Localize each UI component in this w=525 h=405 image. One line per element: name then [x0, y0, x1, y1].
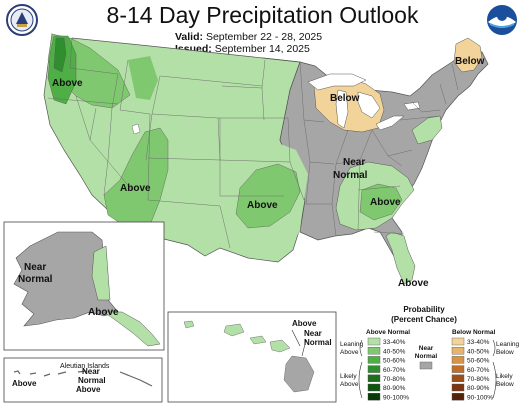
- legend-leaning-below-2: Below: [496, 349, 514, 356]
- great-lakes-below-label: Below: [330, 93, 360, 104]
- legend-below-range-label-6: 90-100%: [467, 394, 493, 401]
- legend-above-swatch-3: [367, 365, 381, 373]
- legend-above-range-label-6: 90-100%: [383, 394, 409, 401]
- legend-subtitle: (Percent Chance): [391, 315, 457, 324]
- plains-above-label: Above: [247, 200, 278, 211]
- legend-near-heading-2: Normal: [415, 353, 438, 360]
- lake-erie: [375, 115, 405, 131]
- aleutian-normal-label: Normal: [78, 376, 106, 385]
- legend-above-swatch-0: [367, 337, 381, 346]
- state-borders: [47, 37, 459, 249]
- se-above-40-region: [359, 183, 403, 221]
- legend-likely-above-1: Likely: [340, 373, 357, 380]
- ne-below-region: [453, 37, 483, 73]
- aleutian-title: Aleutian Islands: [60, 363, 110, 370]
- legend-above-swatch-1: [367, 347, 381, 355]
- noaa-logo-icon: [487, 5, 517, 35]
- legend-likely-below-1: Likely: [496, 373, 513, 380]
- alaska-normal-label: Normal: [18, 274, 53, 285]
- alaska-inset: Near Normal Above: [3, 221, 165, 351]
- legend-below-swatch-1: [451, 347, 465, 355]
- florida-above-region: [385, 231, 416, 285]
- legend-above-range-label-1: 40-50%: [383, 348, 406, 355]
- legend-below-swatch-2: [451, 356, 465, 364]
- aleutian-near-label: Near: [82, 367, 100, 376]
- alaska-panhandle-above: [103, 311, 161, 347]
- legend-above-range-label-0: 33-40%: [383, 339, 406, 346]
- aleutian-above-e-label: Above: [76, 385, 101, 394]
- central-normal-label: Normal: [333, 170, 368, 181]
- aleutian-inset: Aleutian Islands Above Near Normal Above: [3, 357, 163, 403]
- valid-dates: September 22 - 28, 2025: [205, 31, 323, 43]
- hawaii-normal-label: Normal: [304, 338, 332, 347]
- hawaii-above-label: Above: [292, 319, 317, 328]
- nw-above-40-east: [128, 56, 158, 100]
- aleutian-above-w-label: Above: [12, 379, 37, 388]
- lake-michigan: [335, 89, 349, 129]
- legend-likely-above-2: Above: [340, 381, 359, 388]
- valid-label: Valid:: [175, 31, 204, 43]
- legend-leaning-below-1: Leaning: [496, 341, 520, 348]
- legend-below-swatch-3: [451, 365, 465, 373]
- legend-above-range-label-2: 50-60%: [383, 358, 406, 365]
- legend-above-swatch-2: [367, 356, 381, 364]
- commerce-seal-icon: [6, 4, 38, 36]
- legend-below-range-label-0: 33-40%: [467, 339, 490, 346]
- legend-above-range-label-4: 70-80%: [383, 376, 406, 383]
- great-salt-lake: [131, 123, 141, 135]
- legend-above-swatch-4: [367, 374, 381, 382]
- legend-below-swatch-6: [451, 393, 465, 401]
- lake-superior: [307, 73, 367, 91]
- florida-above-label: Above: [398, 278, 429, 289]
- se-above-label: Above: [370, 197, 401, 208]
- valid-line: Valid: September 22 - 28, 2025: [175, 31, 322, 43]
- alaska-above-label: Above: [88, 307, 119, 318]
- hawaii-near-label: Near: [304, 329, 322, 338]
- nw-above-label: Above: [52, 78, 83, 89]
- conus-landmass: Above Above Above Above Above Below Belo…: [43, 32, 489, 289]
- legend-likely-below-2: Below: [496, 381, 514, 388]
- nw-above-60-region: [53, 37, 67, 73]
- east-coast-above-region: [411, 115, 443, 145]
- alaska-near-normal: [13, 231, 119, 327]
- legend-below-range-label-5: 80-90%: [467, 385, 490, 392]
- legend-below-heading: Below Normal: [452, 329, 496, 336]
- legend-below-swatch-4: [451, 374, 465, 382]
- legend-below-swatches: 33-40% 40-50% 50-60% 60-70% 70-80% 80-90% 90-1…: [451, 337, 493, 401]
- legend-below-range-label-3: 60-70%: [467, 367, 490, 374]
- lake-ontario: [403, 101, 421, 111]
- probability-legend: Probability (Percent Chance) Above Norma…: [340, 305, 520, 401]
- hawaii-inset: Above Near Normal: [167, 311, 337, 403]
- legend-below-range-label-2: 50-60%: [467, 358, 490, 365]
- sw-above-label: Above: [120, 183, 151, 194]
- alaska-near-label: Near: [24, 262, 46, 273]
- ne-below-label: Below: [455, 56, 485, 67]
- legend-above-swatches: 33-40% 40-50% 50-60% 60-70% 70-80% 80-90% 90-1…: [367, 337, 409, 401]
- legend-leaning-above-1: Leaning: [340, 341, 364, 348]
- legend-near-heading-1: Near: [419, 345, 434, 352]
- lake-huron: [357, 91, 381, 119]
- issued-date: September 14, 2025: [214, 43, 310, 55]
- legend-leaning-above-2: Above: [340, 349, 359, 356]
- legend-above-swatch-6: [367, 393, 381, 401]
- legend-above-swatch-5: [367, 383, 381, 392]
- legend-near-swatch: [419, 361, 433, 370]
- central-near-label: Near: [343, 157, 365, 168]
- page-title: 8-14 Day Precipitation Outlook: [106, 2, 419, 28]
- legend-below-swatch-5: [451, 383, 465, 392]
- legend-below-swatch-0: [451, 337, 465, 346]
- legend-above-range-label-5: 80-90%: [383, 385, 406, 392]
- legend-below-range-label-1: 40-50%: [467, 348, 490, 355]
- alaska-above-region: [91, 245, 111, 301]
- legend-above-heading: Above Normal: [366, 329, 410, 336]
- legend-below-range-label-4: 70-80%: [467, 376, 490, 383]
- legend-title: Probability: [403, 305, 445, 314]
- legend-above-range-label-3: 60-70%: [383, 367, 406, 374]
